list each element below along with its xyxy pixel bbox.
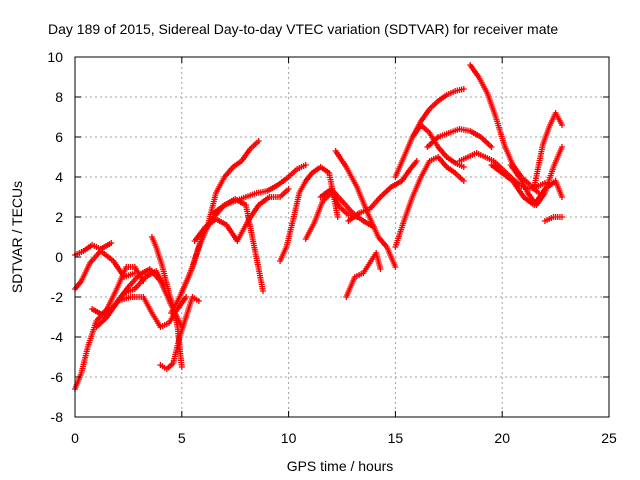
series-markers xyxy=(332,148,399,270)
x-axis-label: GPS time / hours xyxy=(287,458,394,474)
y-tick-label: 0 xyxy=(55,249,63,265)
y-tick-label: 10 xyxy=(47,49,63,65)
y-tick-label: 6 xyxy=(55,129,63,145)
series-sat-8 xyxy=(157,294,202,372)
series-sat-17 xyxy=(343,250,384,300)
plot-frame xyxy=(74,56,610,418)
y-axis-label: SDTVAR / TECUs xyxy=(9,181,25,293)
x-tick-label: 5 xyxy=(178,430,186,446)
series-markers xyxy=(507,144,565,208)
series-sat-6 xyxy=(114,294,190,330)
series-markers xyxy=(424,126,495,150)
series-sat-11 xyxy=(191,186,292,244)
y-tick-label: 2 xyxy=(55,209,63,225)
x-tick-label: 25 xyxy=(601,430,617,446)
x-tick-label: 10 xyxy=(281,430,297,446)
series-markers xyxy=(531,110,565,190)
series-sat-16 xyxy=(332,148,399,270)
y-tick-label: 8 xyxy=(55,89,63,105)
series-markers xyxy=(210,162,309,216)
y-tick-label: -8 xyxy=(51,409,64,425)
x-tick-label: 15 xyxy=(388,430,404,446)
series-markers xyxy=(343,250,384,300)
ticks: 0 5 10 15 20 25 -8 -6 -4 -2 0 2 4 6 8 10 xyxy=(47,49,617,446)
chart-title: Day 189 of 2015, Sidereal Day-to-day VTE… xyxy=(48,21,558,37)
series-sat-18 xyxy=(345,158,420,224)
series-markers xyxy=(157,294,202,372)
series-markers xyxy=(541,214,565,224)
series-sat-27 xyxy=(531,110,565,190)
series-markers xyxy=(302,190,360,242)
x-tick-label: 0 xyxy=(71,430,79,446)
series-sat-26 xyxy=(507,144,565,208)
series-markers xyxy=(345,158,420,224)
series-sat-22 xyxy=(424,126,495,150)
series-sat-14 xyxy=(302,190,360,242)
series-sat-28 xyxy=(541,214,565,224)
y-tick-label: -2 xyxy=(51,289,64,305)
series-sat-12 xyxy=(210,162,309,216)
series-markers xyxy=(114,294,190,330)
series-markers xyxy=(392,154,467,250)
y-tick-label: -6 xyxy=(51,369,64,385)
grid xyxy=(75,57,609,417)
y-tick-label: 4 xyxy=(55,169,63,185)
y-tick-label: -4 xyxy=(51,329,64,345)
series-markers xyxy=(191,186,292,244)
series-sat-19 xyxy=(392,154,467,250)
x-tick-label: 20 xyxy=(494,430,510,446)
